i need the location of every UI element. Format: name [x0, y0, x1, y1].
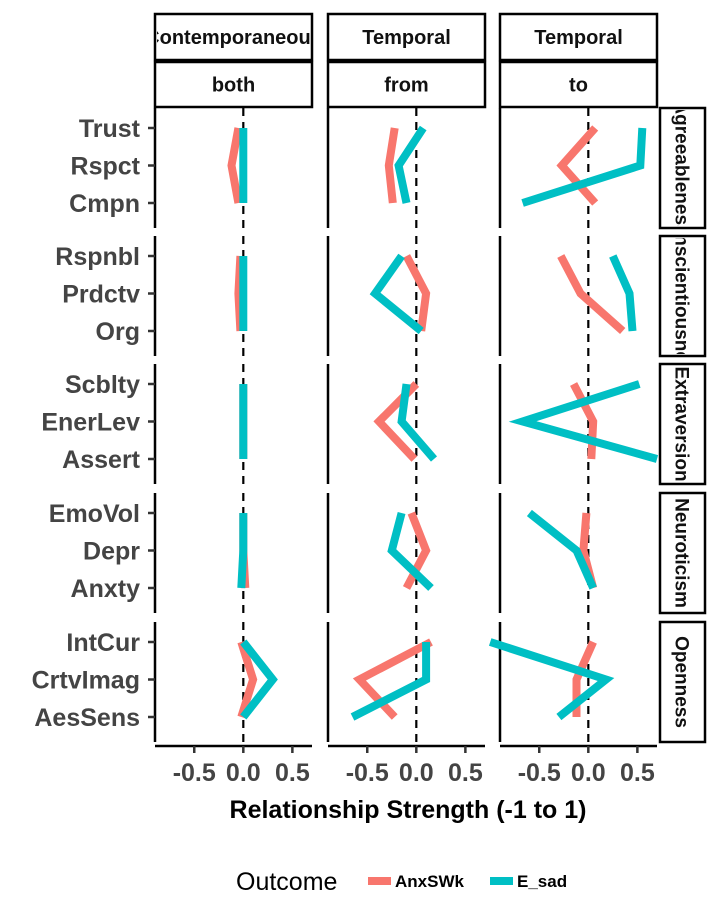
strip-box — [658, 620, 707, 744]
panel-4-1 — [326, 622, 433, 742]
x-axis-0: -0.5 0.0 0.5 — [155, 744, 312, 787]
row-strip-label: Openness — [671, 636, 692, 728]
y-tick-label: AesSens — [34, 704, 140, 732]
x-tick-label: -0.5 — [518, 759, 561, 787]
panel-3-1 — [326, 493, 434, 613]
series-line-anxswk — [402, 254, 431, 332]
x-tick-label: 0.5 — [620, 759, 655, 787]
panel-3-2 — [498, 493, 598, 613]
panel-3-0 — [148, 493, 250, 613]
panel-1-0 — [148, 236, 248, 356]
row-strip-agreeableness: Agreeableness — [658, 100, 707, 235]
series-line-anxswk — [227, 127, 243, 204]
panel-1-2 — [498, 236, 637, 356]
y-tick-label: CrtvImag — [32, 667, 140, 695]
series-line-e-sad — [397, 383, 438, 462]
panel-0-2 — [498, 108, 647, 228]
series-line-e-sad — [240, 639, 278, 720]
strip-box — [658, 491, 707, 615]
x-tick-label: 0.5 — [448, 759, 483, 787]
y-tick-label: Rspct — [71, 153, 141, 181]
legend-label: AnxSWk — [395, 872, 465, 891]
column-strip-top-label: Temporal — [534, 27, 623, 49]
panel-2-2 — [498, 364, 659, 484]
column-strip-top-label: Temporal — [362, 27, 451, 49]
row-strip-extraversion: Extraversion — [658, 362, 707, 486]
y-tick-label: Assert — [62, 446, 140, 474]
x-axis-1: -0.5 0.0 0.5 — [328, 744, 485, 787]
y-tick-label: Trust — [79, 115, 141, 143]
column-strip-2: Temporal to — [498, 12, 659, 109]
x-tick-label: 0.0 — [571, 759, 606, 787]
panel-1-1 — [326, 236, 431, 356]
series-line-e-sad — [237, 513, 248, 589]
column-strip-top-label: Contemporaneous — [145, 27, 322, 49]
row-strip-openness: Openness — [658, 620, 707, 744]
row-strip-label: Neuroticism — [671, 498, 692, 608]
row-strip-label: Conscientiousness — [671, 209, 692, 383]
y-tick-label: EnerLev — [41, 409, 140, 437]
row-strip-label: Agreeableness — [671, 100, 692, 235]
series-line-e-sad — [488, 638, 615, 721]
strip-box — [658, 234, 707, 358]
column-strip-bottom-label: both — [212, 75, 255, 97]
y-tick-label: Depr — [83, 538, 140, 566]
panel-0-0 — [148, 108, 248, 228]
x-tick-label: -0.5 — [173, 759, 216, 787]
series-line-e-sad — [508, 380, 659, 463]
series-line-e-sad — [521, 127, 647, 207]
x-tick-label: -0.5 — [346, 759, 389, 787]
row-strip-conscientiousness: Conscientiousness — [658, 209, 707, 383]
series-line-anxswk — [556, 125, 599, 206]
x-tick-label: 0.5 — [275, 759, 310, 787]
row-strip-label: Extraversion — [671, 366, 692, 481]
y-tick-label: Rspnbl — [55, 243, 140, 271]
panel-4-0 — [148, 622, 278, 742]
x-axis-title: Relationship Strength (-1 to 1) — [230, 796, 587, 824]
row-strip-neuroticism: Neuroticism — [658, 491, 707, 615]
strip-box — [658, 106, 707, 230]
series-line-e-sad — [369, 253, 424, 335]
series-line-anxswk — [237, 640, 258, 719]
y-tick-label: Org — [96, 318, 140, 346]
y-tick-label: EmoVol — [49, 500, 140, 528]
strip-box — [153, 60, 314, 109]
strip-box — [498, 60, 659, 109]
legend-label: E_sad — [517, 872, 567, 891]
panel-2-0 — [148, 364, 248, 484]
x-axis-2: -0.5 0.0 0.5 — [500, 744, 657, 787]
series-line-e-sad — [387, 511, 434, 591]
series-line-e-sad — [394, 125, 427, 204]
y-tick-label: IntCur — [66, 629, 140, 657]
panel-4-2 — [488, 622, 615, 742]
x-tick-label: 0.0 — [226, 759, 261, 787]
series-line-e-sad — [609, 254, 637, 332]
y-tick-label: Cmpn — [69, 190, 140, 218]
series-line-anxswk — [570, 382, 598, 460]
series-line-e-sad — [526, 509, 597, 590]
panel-2-1 — [326, 364, 438, 484]
strip-box — [326, 60, 487, 109]
y-tick-label: Prdctv — [62, 281, 140, 309]
strip-box — [153, 12, 314, 62]
strip-box — [326, 12, 487, 62]
column-strip-bottom-label: to — [569, 75, 588, 97]
y-tick-label: Scblty — [65, 371, 140, 399]
x-tick-label: 0.0 — [399, 759, 434, 787]
panel-0-1 — [326, 108, 427, 228]
series-line-anxswk — [557, 254, 626, 334]
strip-box — [498, 12, 659, 62]
column-strip-bottom-label: from — [384, 75, 428, 97]
strip-box — [658, 362, 707, 486]
legend: Outcome AnxSWk E_sad — [236, 868, 567, 896]
y-tick-label: Anxty — [71, 575, 141, 603]
series-line-e-sad — [350, 642, 431, 721]
series-line-anxswk — [384, 127, 399, 204]
column-strip-0: Contemporaneous both — [145, 12, 322, 109]
legend-title: Outcome — [236, 868, 337, 896]
column-strip-1: Temporal from — [326, 12, 487, 109]
